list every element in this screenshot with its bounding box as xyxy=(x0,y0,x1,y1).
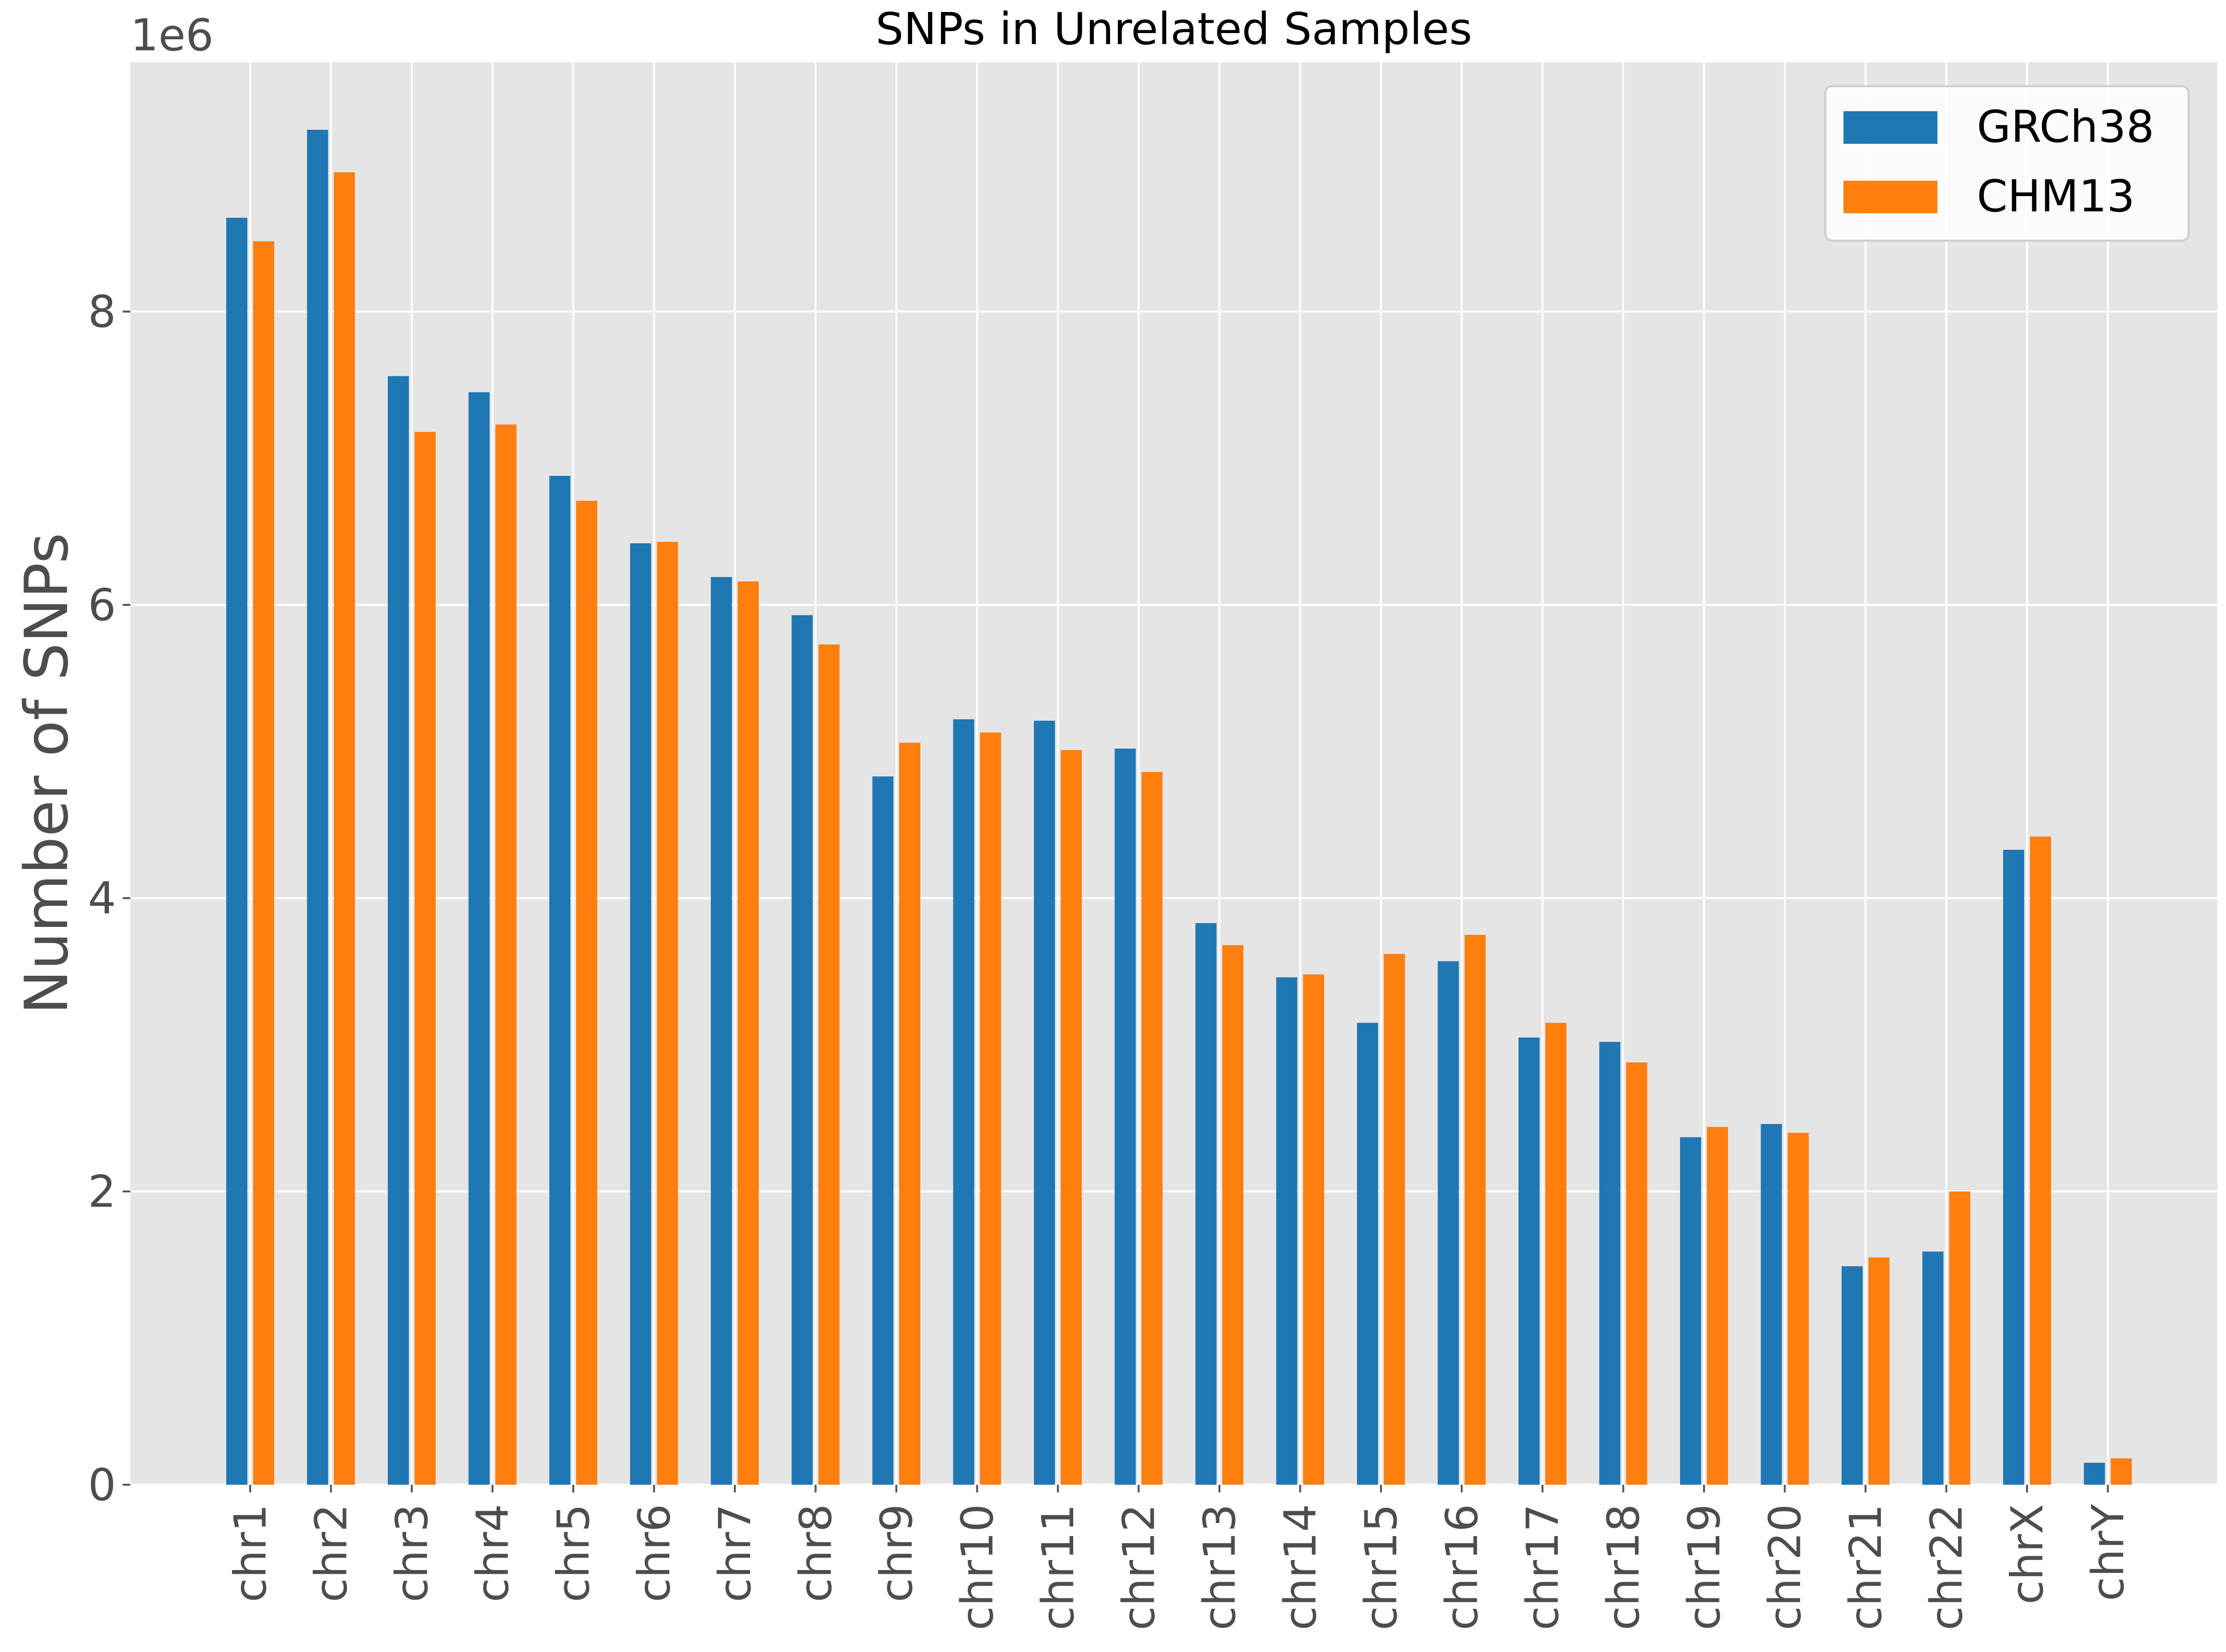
bar-chm13-chr2 xyxy=(334,172,355,1485)
x-tick-label: chr6 xyxy=(629,1504,680,1602)
bar-grch38-chr1 xyxy=(226,218,247,1485)
chart-title: SNPs in Unrelated Samples xyxy=(876,3,1472,55)
bar-chm13-chr1 xyxy=(253,241,274,1485)
x-tick-label: chr15 xyxy=(1356,1504,1407,1630)
bar-grch38-chrx xyxy=(2003,850,2024,1485)
x-tick-label: chr2 xyxy=(306,1504,357,1602)
x-tick-label: chr10 xyxy=(952,1504,1003,1630)
legend-label-chm13: CHM13 xyxy=(1977,171,2135,222)
x-tick-label: chr19 xyxy=(1679,1504,1730,1630)
bar-grch38-chr22 xyxy=(1922,1251,1944,1485)
x-tick-label: chr11 xyxy=(1032,1504,1084,1630)
x-tick-label: chr4 xyxy=(467,1504,519,1602)
legend-label-grch38: GRCh38 xyxy=(1977,101,2154,152)
y-axis-label: Number of SNPs xyxy=(12,532,81,1014)
bar-grch38-chr19 xyxy=(1680,1137,1701,1485)
bar-chm13-chr21 xyxy=(1868,1257,1890,1485)
bar-chm13-chr15 xyxy=(1384,954,1405,1485)
bar-grch38-chr4 xyxy=(468,392,490,1485)
x-tick-label: chr1 xyxy=(225,1504,276,1602)
bars xyxy=(226,129,2132,1485)
plot-background xyxy=(130,62,2217,1485)
bar-grch38-chr21 xyxy=(1842,1266,1863,1485)
x-tick-label: chr8 xyxy=(790,1504,842,1602)
bar-chm13-chr20 xyxy=(1787,1132,1809,1485)
bar-grch38-chr5 xyxy=(549,475,570,1485)
bar-chm13-chr18 xyxy=(1626,1062,1647,1485)
bar-chm13-chr17 xyxy=(1545,1023,1566,1485)
y-tick-label: 2 xyxy=(88,1166,116,1217)
bar-chm13-chr8 xyxy=(818,644,840,1485)
bar-chm13-chr10 xyxy=(980,732,1001,1485)
x-tick-label: chr7 xyxy=(709,1504,761,1602)
x-tick-label: chr20 xyxy=(1760,1504,1811,1630)
bar-chm13-chr12 xyxy=(1141,772,1163,1485)
bar-grch38-chr17 xyxy=(1519,1037,1540,1485)
bar-chm13-chr13 xyxy=(1222,945,1243,1485)
bar-chm13-chr5 xyxy=(576,500,597,1485)
bar-grch38-chr11 xyxy=(1034,720,1055,1485)
bar-grch38-chr3 xyxy=(388,376,409,1485)
bar-chm13-chr19 xyxy=(1707,1127,1728,1485)
x-tick-label: chr3 xyxy=(386,1504,438,1602)
bar-chm13-chr11 xyxy=(1061,750,1082,1485)
bar-grch38-chr6 xyxy=(630,543,651,1485)
x-tick-label: chr12 xyxy=(1113,1504,1165,1630)
bar-grch38-chr12 xyxy=(1114,748,1136,1485)
x-tick-label: chrX xyxy=(2002,1504,2053,1605)
x-tick-label: chr5 xyxy=(548,1504,599,1602)
grid-lines xyxy=(130,62,2217,1486)
bar-grch38-chr10 xyxy=(953,719,974,1485)
bar-grch38-chr7 xyxy=(711,577,732,1485)
x-tick-label: chr21 xyxy=(1840,1504,1891,1630)
bar-chm13-chr14 xyxy=(1303,974,1324,1485)
bar-grch38-chr2 xyxy=(307,129,328,1485)
bar-grch38-chr14 xyxy=(1276,977,1298,1485)
bar-grch38-chr15 xyxy=(1357,1023,1378,1485)
y-tick-label: 0 xyxy=(88,1459,116,1511)
x-tick-label: chr14 xyxy=(1275,1504,1326,1630)
y-tick-label: 8 xyxy=(88,286,116,337)
bar-chm13-chr4 xyxy=(495,424,517,1485)
x-tick-label: chr18 xyxy=(1598,1504,1649,1630)
bar-grch38-chr13 xyxy=(1195,923,1217,1485)
x-tick-label: chr13 xyxy=(1194,1504,1245,1630)
bar-chm13-chr16 xyxy=(1464,935,1486,1485)
bar-chm13-chry xyxy=(2110,1458,2132,1485)
x-tick-label: chrY xyxy=(2083,1503,2134,1601)
y-offset-label: 1e6 xyxy=(130,10,214,61)
legend-swatch-grch38 xyxy=(1843,111,1937,144)
x-tick-label: chr17 xyxy=(1517,1504,1568,1630)
bar-chm13-chr9 xyxy=(899,742,920,1485)
bar-chm13-chr22 xyxy=(1949,1191,1971,1485)
bar-grch38-chr9 xyxy=(872,776,893,1485)
x-tick-label: chr16 xyxy=(1437,1504,1488,1630)
legend: GRCh38 CHM13 xyxy=(1824,85,2190,242)
legend-swatch-chm13 xyxy=(1843,181,1937,213)
x-tick-label: chr9 xyxy=(871,1504,922,1602)
bar-grch38-chr18 xyxy=(1599,1041,1621,1485)
bar-chm13-chr6 xyxy=(657,542,678,1485)
bar-grch38-chry xyxy=(2084,1463,2105,1485)
x-tick-label: chr22 xyxy=(1921,1504,1972,1630)
y-tick-label: 6 xyxy=(88,579,116,631)
bar-grch38-chr20 xyxy=(1761,1124,1782,1485)
bar-chm13-chr7 xyxy=(738,581,759,1485)
bar-chm13-chrx xyxy=(2030,836,2051,1485)
bar-grch38-chr8 xyxy=(791,615,813,1485)
bar-grch38-chr16 xyxy=(1438,961,1459,1485)
y-tick-label: 4 xyxy=(88,873,116,924)
axis-ticks: 0 2 4 6 8 chr1 chr2 chr3 chr4 chr5 chr6 chr7 chr8 chr… xyxy=(88,286,2133,1630)
bar-chm13-chr3 xyxy=(415,432,436,1485)
